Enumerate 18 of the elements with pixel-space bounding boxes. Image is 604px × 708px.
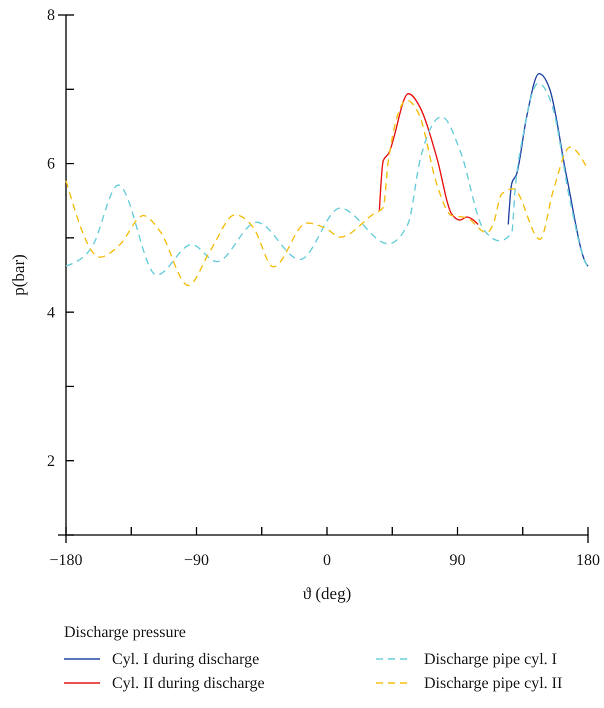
x-tick-label: 180 <box>576 552 600 570</box>
legend-label: Discharge pipe cyl. II <box>424 675 562 692</box>
x-tick-label: 0 <box>323 552 331 570</box>
x-tick-label: 90 <box>450 552 466 570</box>
x-tick-label: −90 <box>184 552 210 570</box>
legend-label: Discharge pipe cyl. I <box>424 651 557 668</box>
y-axis-title: p(bar) <box>9 254 28 296</box>
legend-label: Cyl. II during discharge <box>112 675 265 692</box>
y-tick-label: 8 <box>47 7 55 24</box>
legend-label: Cyl. I during discharge <box>112 651 260 668</box>
line-series <box>508 72 589 267</box>
y-tick-label: 6 <box>47 156 55 173</box>
x-tick-label: −180 <box>49 552 83 570</box>
y-tick-label: 2 <box>47 452 55 470</box>
legend-title: Discharge pressure <box>64 624 186 641</box>
x-axis-title: ϑ (deg) <box>302 584 352 603</box>
line-series <box>378 93 479 226</box>
y-tick-label: 4 <box>47 304 55 322</box>
